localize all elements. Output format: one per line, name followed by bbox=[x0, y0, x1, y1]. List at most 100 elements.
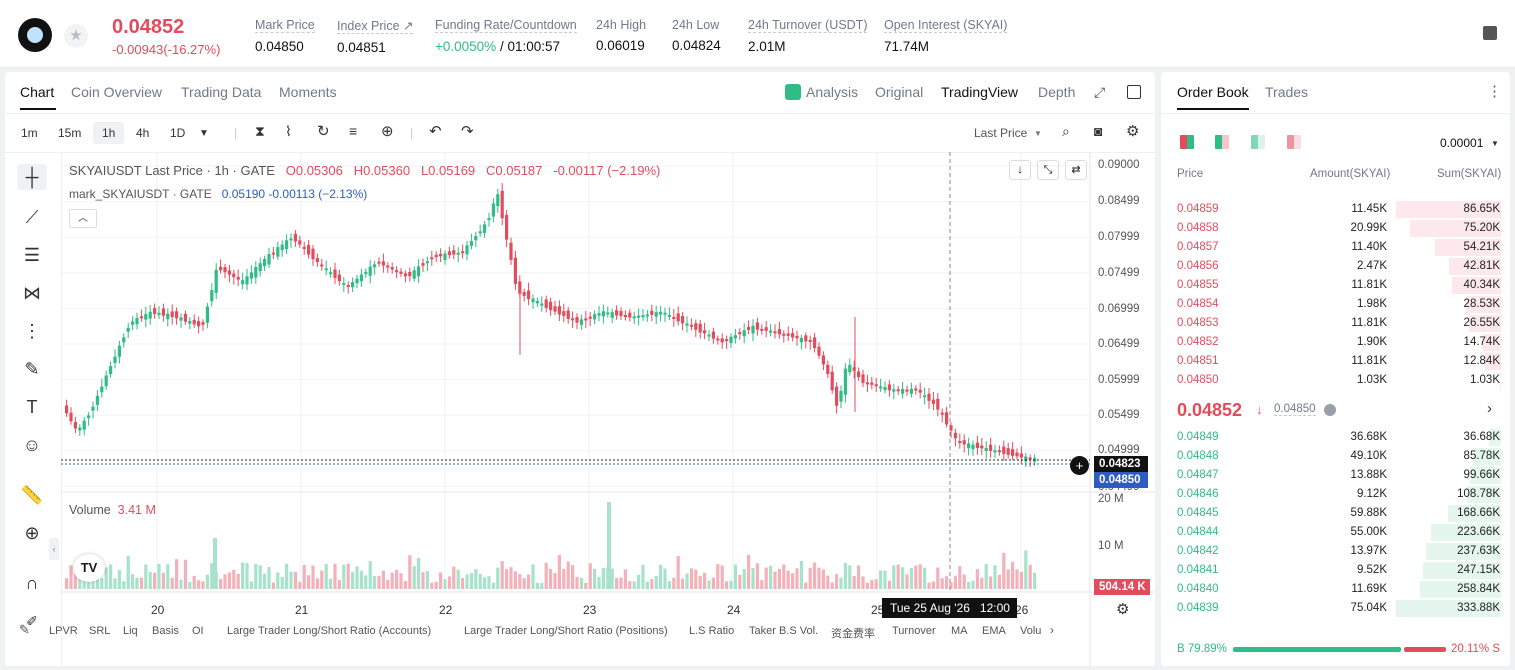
pattern-tool-icon[interactable]: ⋈ bbox=[23, 283, 41, 303]
ask-row[interactable]: 0.04853 11.81K 26.55K bbox=[1161, 314, 1510, 333]
view-depth[interactable]: Depth bbox=[1038, 84, 1076, 100]
crosshair-tool-icon[interactable]: ┼ bbox=[17, 164, 47, 190]
view-analysis[interactable]: Analysis bbox=[806, 84, 859, 100]
view-tradingview[interactable]: TradingView bbox=[941, 84, 1019, 100]
indicator-item[interactable]: EMA bbox=[982, 625, 1006, 637]
indicator-item[interactable]: 资金费率 bbox=[831, 628, 875, 640]
indicator-item[interactable]: Liq bbox=[123, 625, 138, 637]
stat-label[interactable]: 24h Turnover (USDT) bbox=[748, 18, 868, 33]
favorite-star-icon[interactable]: ★ bbox=[64, 24, 88, 48]
chart-settings-icon[interactable]: ⚙ bbox=[1116, 601, 1130, 618]
tab-coin-overview[interactable]: Coin Overview bbox=[71, 84, 163, 100]
view-asks-only-icon[interactable] bbox=[1287, 135, 1301, 149]
ask-row[interactable]: 0.04855 11.81K 40.34K bbox=[1161, 276, 1510, 295]
indicator-item[interactable]: SRL bbox=[89, 625, 111, 637]
timeframe-1d[interactable]: 1D bbox=[170, 126, 186, 140]
prediction-tool-icon[interactable]: ⋮ bbox=[23, 321, 41, 341]
ask-row[interactable]: 0.04859 11.45K 86.65K bbox=[1161, 200, 1510, 219]
price-source-dropdown-icon[interactable]: ▼ bbox=[1034, 129, 1042, 138]
settings-gear-icon[interactable]: ⚙ bbox=[1126, 123, 1140, 140]
collapse-legend-icon[interactable]: ︿ bbox=[69, 209, 97, 228]
ask-row[interactable]: 0.04852 1.90K 14.74K bbox=[1161, 333, 1510, 352]
bid-row[interactable]: 0.04846 9.12K 108.78K bbox=[1161, 485, 1510, 504]
window-icon[interactable] bbox=[1127, 85, 1141, 99]
more-options-icon[interactable]: ⋮ bbox=[1487, 83, 1502, 100]
indicator-item[interactable]: L.S Ratio bbox=[689, 625, 735, 637]
fib-tool-icon[interactable]: ☰ bbox=[23, 245, 41, 265]
document-icon[interactable] bbox=[1483, 26, 1497, 40]
ask-row[interactable]: 0.04851 11.81K 12.84K bbox=[1161, 352, 1510, 371]
bid-row[interactable]: 0.04848 49.10K 85.78K bbox=[1161, 447, 1510, 466]
ask-row[interactable]: 0.04857 11.40K 54.21K bbox=[1161, 238, 1510, 257]
tradingview-logo-icon[interactable]: TV bbox=[73, 554, 105, 582]
view-original[interactable]: Original bbox=[875, 84, 924, 100]
bid-row[interactable]: 0.04844 55.00K 223.66K bbox=[1161, 523, 1510, 542]
indicator-item[interactable]: Large Trader Long/Short Ratio (Accounts) bbox=[227, 625, 432, 637]
drawing-settings-icon[interactable]: ✐ bbox=[26, 613, 38, 629]
precision-dropdown-icon[interactable]: ▼ bbox=[1491, 139, 1499, 148]
ruler-tool-icon[interactable]: 📏 bbox=[20, 485, 44, 505]
timeframe-4h[interactable]: 4h bbox=[136, 126, 150, 140]
swap-icon[interactable]: ⇄ bbox=[1065, 160, 1087, 180]
tab-trading-data[interactable]: Trading Data bbox=[181, 84, 262, 100]
timeframe-dropdown-icon[interactable]: ▼ bbox=[199, 128, 209, 139]
indicator-item[interactable]: Volu bbox=[1020, 625, 1042, 637]
ask-row[interactable]: 0.04856 2.47K 42.81K bbox=[1161, 257, 1510, 276]
price-chart[interactable] bbox=[5, 72, 1155, 666]
view-bids-icon[interactable] bbox=[1215, 135, 1229, 149]
text-tool-icon[interactable]: T bbox=[26, 397, 38, 417]
scroll-down-icon[interactable]: ↓ bbox=[1009, 160, 1031, 180]
indicator-item[interactable]: Large Trader Long/Short Ratio (Positions… bbox=[464, 625, 668, 637]
indicator-item[interactable]: Turnover bbox=[892, 625, 936, 637]
chevron-right-icon[interactable]: › bbox=[1487, 400, 1492, 417]
add-order-icon[interactable]: + bbox=[1070, 456, 1089, 475]
view-both-icon[interactable] bbox=[1180, 135, 1194, 149]
collapse-icon[interactable]: ⤡ bbox=[1037, 160, 1059, 180]
indicator-item[interactable]: MA bbox=[951, 625, 968, 637]
tab-trades[interactable]: Trades bbox=[1265, 84, 1309, 100]
price-source-select[interactable]: Last Price bbox=[974, 126, 1028, 140]
precision-select[interactable]: 0.00001 bbox=[1440, 136, 1484, 150]
bid-row[interactable]: 0.04839 75.04K 333.88K bbox=[1161, 599, 1510, 618]
camera-icon[interactable]: ◙ bbox=[1094, 123, 1103, 139]
redo-icon[interactable]: ↷ bbox=[461, 123, 474, 140]
stat-label[interactable]: Mark Price bbox=[255, 18, 315, 33]
indicator-item[interactable]: Basis bbox=[152, 625, 179, 637]
brush-tool-icon[interactable]: ✎ bbox=[24, 359, 40, 379]
emoji-tool-icon[interactable]: ☺ bbox=[22, 435, 42, 455]
indicator-item[interactable]: OI bbox=[192, 625, 204, 637]
stat-label[interactable]: Open Interest (SKYAI) bbox=[884, 18, 1008, 33]
bid-row[interactable]: 0.04842 13.97K 237.63K bbox=[1161, 542, 1510, 561]
trend-line-tool-icon[interactable]: ⟋ bbox=[25, 207, 39, 227]
timeframe-15m[interactable]: 15m bbox=[58, 126, 82, 140]
tab-moments[interactable]: Moments bbox=[279, 84, 337, 100]
indicator-item[interactable]: LPVR bbox=[49, 625, 78, 637]
view-bids-only-icon[interactable] bbox=[1251, 135, 1265, 149]
stat-label[interactable]: Index Price ↗ bbox=[337, 19, 414, 34]
magnet-tool-icon[interactable]: ∩ bbox=[25, 573, 39, 593]
zoom-in-tool-icon[interactable]: ⊕ bbox=[24, 523, 40, 543]
stat-label[interactable]: Funding Rate/Countdown bbox=[435, 18, 577, 33]
bid-row[interactable]: 0.04840 11.69K 258.84K bbox=[1161, 580, 1510, 599]
ask-row[interactable]: 0.04850 1.03K 1.03K bbox=[1161, 371, 1510, 390]
search-icon[interactable]: ⌕ bbox=[1062, 123, 1070, 139]
bid-row[interactable]: 0.04845 59.88K 168.66K bbox=[1161, 504, 1510, 523]
indicator-item[interactable]: Taker B.S Vol. bbox=[749, 625, 819, 637]
indicator-settings-icon[interactable]: ✎ bbox=[19, 622, 30, 637]
undo-icon[interactable]: ↶ bbox=[429, 123, 442, 140]
collapse-toolbar-icon[interactable]: ‹ bbox=[49, 538, 59, 560]
tab-order-book[interactable]: Order Book bbox=[1177, 84, 1249, 100]
expand-icon[interactable]: ⤢ bbox=[1094, 84, 1106, 100]
candle-type-icon[interactable]: ⧗ bbox=[255, 123, 265, 139]
bid-row[interactable]: 0.04841 9.52K 247.15K bbox=[1161, 561, 1510, 580]
bid-row[interactable]: 0.04849 36.68K 36.68K bbox=[1161, 428, 1510, 447]
add-alert-icon[interactable]: ⊕ bbox=[381, 123, 394, 140]
timeframe-1m[interactable]: 1m bbox=[21, 126, 38, 140]
replay-icon[interactable]: ↻ bbox=[317, 123, 330, 140]
indicators-icon[interactable]: ⌇ bbox=[285, 123, 292, 139]
ask-row[interactable]: 0.04854 1.98K 28.53K bbox=[1161, 295, 1510, 314]
bid-row[interactable]: 0.04847 13.88K 99.66K bbox=[1161, 466, 1510, 485]
timeframe-1h[interactable]: 1h bbox=[93, 122, 125, 144]
ask-row[interactable]: 0.04858 20.99K 75.20K bbox=[1161, 219, 1510, 238]
tab-chart[interactable]: Chart bbox=[20, 84, 55, 100]
